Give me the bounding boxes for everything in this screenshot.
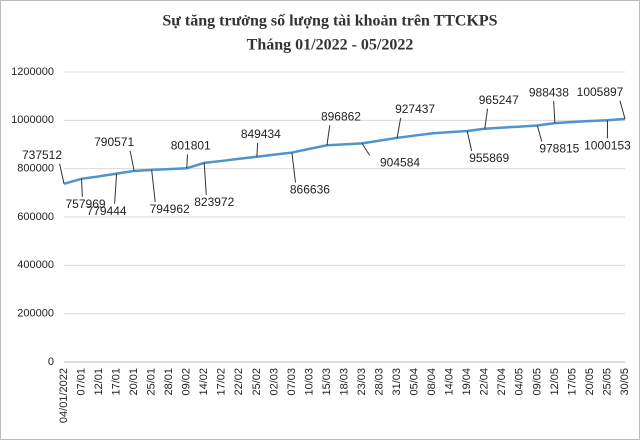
data-label: 849434 xyxy=(241,127,281,141)
x-tick-label: 12/05 xyxy=(549,368,561,396)
leader-line xyxy=(114,173,118,204)
data-label: 965247 xyxy=(479,93,519,107)
x-tick-label: 15/03 xyxy=(321,368,333,396)
y-tick-label: 1000000 xyxy=(11,114,54,126)
leader-line xyxy=(361,143,371,156)
x-tick-label: 14/04 xyxy=(444,368,456,396)
data-label: 978815 xyxy=(539,142,579,156)
x-tick-label: 31/03 xyxy=(391,368,403,396)
x-tick-label: 19/04 xyxy=(461,368,473,396)
x-tick-label: 17/05 xyxy=(566,368,578,396)
x-tick-label: 18/03 xyxy=(338,368,350,396)
leader-line xyxy=(396,117,402,138)
leader-line xyxy=(484,108,489,129)
leader-line xyxy=(466,130,473,152)
data-label: 1000153 xyxy=(584,138,631,152)
x-tick-label: 17/02 xyxy=(216,368,228,396)
y-tick-label: 400000 xyxy=(17,259,54,271)
x-tick-label: 20/01 xyxy=(128,368,140,396)
y-tick-label: 1200000 xyxy=(11,66,54,78)
leader-line xyxy=(326,125,331,146)
x-tick-label: 25/05 xyxy=(601,368,613,396)
data-label: 801801 xyxy=(171,138,211,152)
x-tick-label: 25/01 xyxy=(146,368,158,396)
x-tick-label: 04/05 xyxy=(514,368,526,396)
y-tick-label: 0 xyxy=(48,356,54,368)
x-tick-label: 09/05 xyxy=(531,368,543,396)
data-label: 866636 xyxy=(290,183,330,197)
leader-line xyxy=(291,152,297,183)
x-tick-label: 10/03 xyxy=(303,368,315,396)
data-label: 988438 xyxy=(529,85,569,99)
data-label: 896862 xyxy=(321,109,361,123)
data-label: 823972 xyxy=(194,195,234,209)
x-tick-label: 05/04 xyxy=(409,368,421,396)
data-label: 927437 xyxy=(395,102,435,116)
leader-line xyxy=(186,154,189,169)
x-tick-label: 30/05 xyxy=(619,368,631,396)
data-label: 1005897 xyxy=(577,85,624,99)
y-tick-label: 600000 xyxy=(17,211,54,223)
x-tick-label: 27/04 xyxy=(496,368,508,396)
y-tick-label: 200000 xyxy=(17,308,54,320)
x-tick-label: 14/02 xyxy=(198,368,210,396)
data-label: 904584 xyxy=(380,156,420,170)
x-tick-label: 22/04 xyxy=(479,368,491,396)
leader-line xyxy=(81,178,83,197)
x-tick-label: 07/01 xyxy=(75,368,87,396)
data-label: 757969 xyxy=(66,197,106,211)
leader-line xyxy=(553,101,556,124)
line xyxy=(63,117,626,185)
x-tick-label: 20/05 xyxy=(584,368,596,396)
chart-subtitle: Tháng 01/2022 - 05/2022 xyxy=(247,37,414,54)
leader-line xyxy=(256,142,259,157)
leader-line xyxy=(59,163,65,184)
x-tick-label: 28/03 xyxy=(373,368,385,396)
leader-line xyxy=(619,100,626,120)
data-label: 737512 xyxy=(22,148,62,162)
x-tick-label: 12/01 xyxy=(93,368,105,396)
leader-line xyxy=(151,169,156,202)
x-tick-label: 04/01/2022 xyxy=(58,368,70,423)
data-label: 794962 xyxy=(150,202,190,216)
leader-line xyxy=(129,150,135,172)
data-label: 790571 xyxy=(94,135,134,149)
x-tick-label: 08/04 xyxy=(426,368,438,396)
x-tick-label: 17/01 xyxy=(111,368,123,396)
leader-line xyxy=(536,125,543,142)
x-tick-label: 07/03 xyxy=(286,368,298,396)
y-tick-label: 800000 xyxy=(17,163,54,175)
chart-title: Sự tăng trưởng số lượng tài khoản trên T… xyxy=(162,13,497,30)
x-tick-label: 02/03 xyxy=(268,368,280,396)
x-tick-label: 25/02 xyxy=(251,368,263,396)
data-label: 779444 xyxy=(87,204,127,218)
x-tick-label: 09/02 xyxy=(181,368,193,396)
x-tick-label: 28/01 xyxy=(163,368,175,396)
x-tick-label: 22/02 xyxy=(233,368,245,396)
data-label: 955869 xyxy=(469,151,509,165)
leader-line xyxy=(203,162,207,195)
x-tick-label: 23/03 xyxy=(356,368,368,396)
